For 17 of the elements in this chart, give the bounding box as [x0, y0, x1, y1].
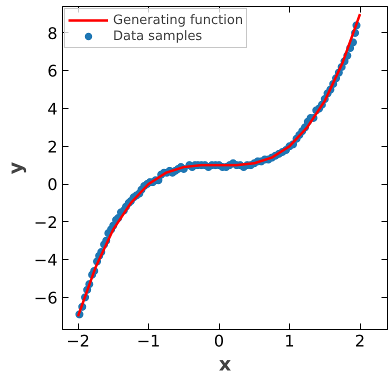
x-axis-title: x — [218, 354, 232, 376]
y-tick-label: 8 — [47, 24, 58, 43]
x-tick-label: 2 — [354, 332, 366, 350]
legend-label: Data samples — [113, 28, 202, 44]
y-tick-label: −4 — [34, 250, 58, 270]
y-axis-title: y — [4, 161, 27, 174]
y-tick-label: −6 — [34, 288, 58, 308]
x-tick-label: 1 — [284, 332, 295, 350]
x-tick-label: 0 — [214, 332, 224, 350]
y-tick-label: 6 — [47, 62, 58, 81]
y-tick-label: 0 — [47, 175, 58, 194]
x-tick-label: −1 — [136, 332, 160, 350]
legend-label: Generating function — [113, 12, 244, 28]
y-tick-label: 2 — [47, 137, 58, 156]
x-tick-label: −2 — [66, 332, 90, 350]
y-tick-label: 4 — [47, 100, 58, 118]
y-tick-label: −2 — [34, 212, 58, 232]
